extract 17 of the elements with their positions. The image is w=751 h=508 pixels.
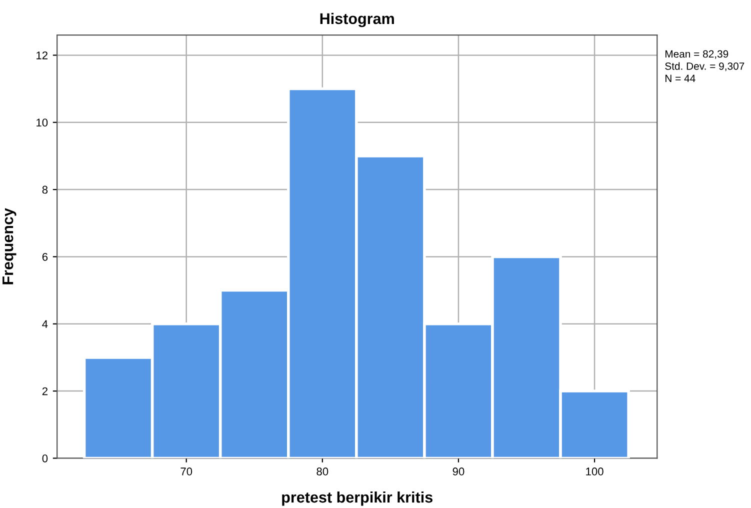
x-tick-label: 80 bbox=[316, 468, 328, 476]
x-tick-label: 90 bbox=[452, 468, 464, 476]
x-tick-label: 100 bbox=[586, 468, 604, 476]
y-tick-label: 6 bbox=[42, 252, 48, 261]
chart-title: Histogram bbox=[320, 12, 394, 28]
y-axis-title: Frequency bbox=[2, 208, 16, 284]
y-tick-label: 12 bbox=[36, 51, 48, 60]
x-tick-label: 70 bbox=[180, 468, 192, 476]
y-tick-label: 0 bbox=[42, 454, 48, 462]
text: Mean = 82,39 bbox=[665, 50, 728, 59]
y-tick-label: 10 bbox=[36, 118, 48, 127]
text: Std. Dev. = 9,307 bbox=[665, 62, 744, 72]
text: N = 44 bbox=[665, 74, 696, 82]
y-tick-label: 4 bbox=[42, 320, 48, 328]
y-tick-label: 8 bbox=[42, 186, 48, 194]
y-tick-label: 2 bbox=[42, 387, 48, 396]
x-axis-title: pretest berpikir kritis bbox=[282, 491, 432, 506]
